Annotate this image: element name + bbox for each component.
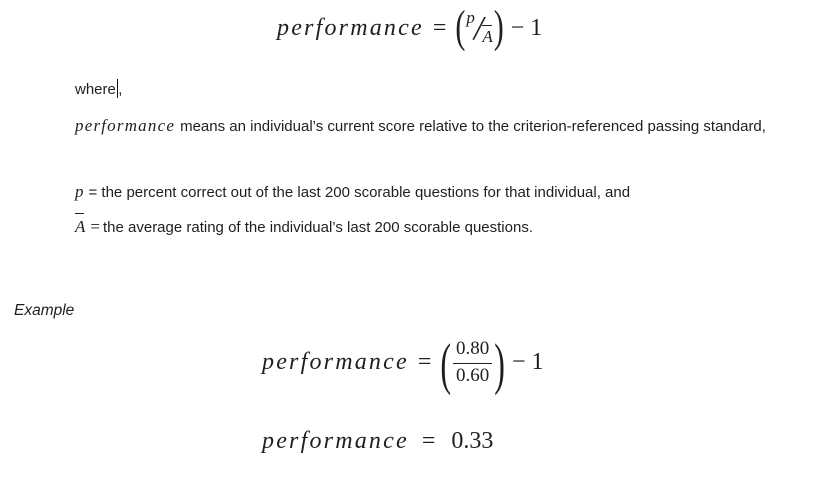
formula-minus-one: − 1 [511,349,544,376]
overbar [482,25,492,26]
where-text: where [75,81,116,98]
term-performance: performance [75,116,176,135]
formula-performance-definition: performance = ( p / A ) − 1 [277,5,543,50]
definition-a-bar: A = the average rating of the individual’s… [75,213,533,239]
skewed-fraction: p / A [466,8,493,47]
formula-result: performance = 0.33 [262,428,493,455]
equals-sign: = [417,349,432,376]
formula-lhs: performance [262,349,409,376]
fraction-numerator-p: p [466,8,475,27]
term-a-bar: A [75,213,86,238]
formula-lhs: performance [277,14,424,41]
example-label: Example [14,302,75,319]
where-comma: , [118,81,123,98]
a-letter: A [75,217,86,236]
equals-sign: = [421,428,436,454]
formula-lhs: performance [262,428,409,454]
fraction-denominator-a-bar: A [482,25,493,47]
open-paren: ( [440,330,452,396]
definition-p: p = the percent correct out of the last 2… [75,180,630,204]
definition-p-text: = the percent correct out of the last 20… [88,184,631,201]
result-value: 0.33 [451,428,494,454]
term-p: p [75,182,84,201]
fraction-slash: / [473,10,484,47]
formula-minus-one: − 1 [510,14,543,41]
where-line: where, [75,78,122,101]
overbar [75,213,85,214]
fraction-numerator-value: 0.80 [456,338,490,359]
a-letter: A [482,27,493,46]
open-paren: ( [455,2,466,52]
equals-sign: = [432,14,447,41]
close-paren: ) [493,2,504,52]
definition-a-text: the average rating of the individual’s l… [102,219,533,236]
close-paren: ) [494,330,505,396]
text-cursor [116,79,119,98]
equals-sign: = [90,217,100,236]
definition-performance: performance means an individual’s current… [75,114,781,138]
stacked-fraction: 0.80 0.60 [453,337,493,389]
fraction-denominator-value: 0.60 [453,362,493,389]
formula-example: performance = ( 0.80 0.60 ) − 1 [262,334,544,392]
definition-performance-text: means an individual’s current score rela… [180,118,766,135]
